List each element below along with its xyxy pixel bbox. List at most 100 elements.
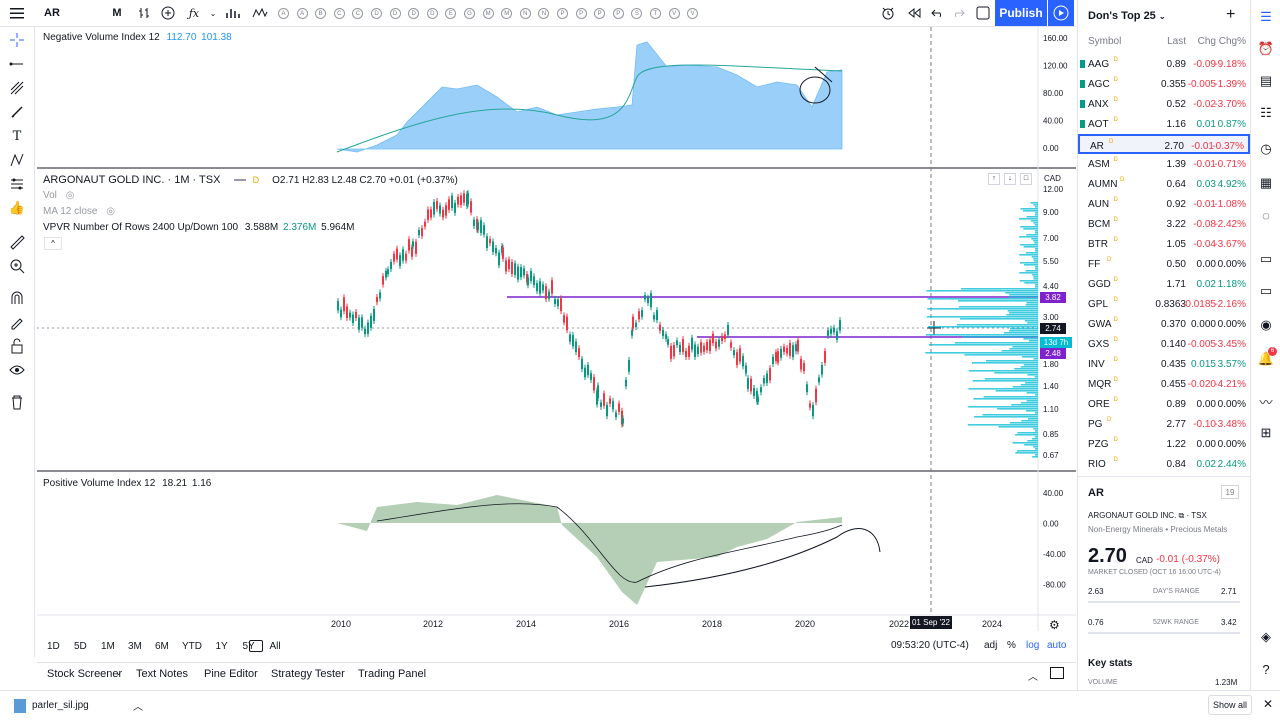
tab-pine-editor[interactable]: Pine Editor — [204, 668, 258, 680]
drawing-shortcut-icon[interactable]: D — [389, 8, 401, 19]
flag-icon[interactable] — [1080, 120, 1085, 128]
collapse-panel-icon[interactable]: ︿ — [1028, 672, 1038, 683]
drawing-shortcut-icon[interactable]: C — [333, 8, 345, 19]
col-last[interactable]: Last — [1167, 36, 1186, 47]
tab-stock-screener[interactable]: Stock Screener — [47, 668, 123, 680]
templates-icon[interactable] — [225, 4, 241, 22]
stay-drawing-icon[interactable] — [8, 313, 26, 331]
scale-log[interactable]: log — [1026, 640, 1040, 651]
brush-icon[interactable] — [8, 103, 26, 121]
watchlist-row[interactable]: ORE D 0.89 0.00 0.00% — [1078, 394, 1250, 414]
alarm-icon[interactable] — [880, 4, 896, 22]
ideas-icon[interactable]: ☷ — [1260, 105, 1272, 120]
watchlist-row[interactable]: GXS D 0.140 -0.005 -3.45% — [1078, 334, 1250, 354]
stream-icon[interactable]: ◉ — [1260, 317, 1272, 332]
maximize-panel-icon[interactable] — [1050, 667, 1064, 679]
redo-icon[interactable] — [950, 4, 966, 22]
calendar-icon[interactable]: ▦ — [1259, 175, 1273, 190]
indicators-icon[interactable]: ƒx — [188, 6, 200, 20]
hotlist-icon[interactable]: ⊞ — [1260, 425, 1272, 440]
range-5y[interactable]: 5Y — [242, 641, 255, 652]
watchlist-row[interactable]: ASM D 1.39 -0.01 -0.71% — [1078, 154, 1250, 174]
publish-button[interactable]: Publish — [995, 0, 1047, 26]
pattern-icon[interactable] — [8, 151, 26, 169]
drawing-shortcut-icon[interactable]: C — [352, 8, 364, 19]
vpvr-legend[interactable]: VPVR Number Of Rows 2400 Up/Down 100 3.5… — [43, 222, 355, 233]
drawing-shortcut-icon[interactable]: A — [278, 8, 289, 19]
chevron-up-icon[interactable]: ︿ — [133, 702, 143, 713]
ma-legend[interactable]: MA 12 close ◎ — [43, 206, 115, 217]
watchlist-row[interactable]: MQR D 0.455 -0.020 -4.21% — [1078, 374, 1250, 394]
watchlist-row[interactable]: FF D 0.50 0.00 0.00% — [1078, 254, 1250, 274]
show-all-button[interactable]: Show all — [1208, 695, 1252, 715]
watchlist-row[interactable]: GPL D 0.8363 -0.0185 -2.16% — [1078, 294, 1250, 314]
crosshair-icon[interactable] — [8, 31, 26, 49]
scale-percent[interactable]: % — [1007, 640, 1016, 651]
clock-display[interactable]: 09:53:20 (UTC-4) — [891, 640, 969, 651]
watchlist-row[interactable]: AGC D 0.355 -0.005 -1.39% — [1078, 74, 1250, 94]
eye-off-icon[interactable]: ◎ — [106, 206, 115, 217]
replay-icon[interactable] — [906, 4, 922, 22]
date-range-icon[interactable] — [249, 640, 263, 652]
drawing-shortcut-icon[interactable]: P — [557, 8, 568, 19]
range-6m[interactable]: 6M — [155, 641, 169, 652]
fib-icon[interactable] — [8, 79, 26, 97]
drawing-shortcut-icon[interactable]: A — [296, 8, 308, 19]
vol-legend[interactable]: Vol ◎ — [43, 190, 74, 201]
compare-icon[interactable] — [160, 4, 176, 22]
add-symbol-icon[interactable]: + — [1226, 6, 1236, 23]
watchlist-row[interactable]: AAG D 0.89 -0.09 -9.18% — [1078, 54, 1250, 74]
alerts-icon[interactable] — [252, 4, 268, 22]
drawing-shortcut-icon[interactable]: B — [315, 8, 327, 19]
eye-icon[interactable] — [8, 361, 26, 379]
settings-gear-icon[interactable]: ⚙ — [1049, 618, 1060, 632]
bar-style-icon[interactable] — [136, 4, 152, 22]
move-down-icon[interactable]: ↓ — [1004, 173, 1016, 185]
watchlist-icon[interactable]: ☰ — [1260, 9, 1272, 24]
symbol-search[interactable]: AR — [44, 7, 60, 19]
watchlist-row[interactable]: GWA D 0.370 0.000 0.00% — [1078, 314, 1250, 334]
interval-button[interactable]: M — [112, 7, 122, 19]
chat-icon[interactable]: ▭ — [1259, 251, 1273, 266]
trash-icon[interactable] — [8, 393, 26, 411]
range-5d[interactable]: 5D — [74, 641, 87, 652]
drawing-shortcut-icon[interactable]: T — [650, 8, 661, 19]
calendar-badge[interactable]: 19 — [1221, 485, 1239, 499]
magnet-icon[interactable] — [8, 289, 26, 307]
prediction-icon[interactable] — [8, 175, 26, 193]
chart-pulse-icon[interactable]: 〰 — [1259, 394, 1273, 410]
range-1m[interactable]: 1M — [101, 641, 115, 652]
tab-trading-panel[interactable]: Trading Panel — [358, 668, 427, 680]
watchlist-row[interactable]: BCM D 3.22 -0.08 -2.42% — [1078, 214, 1250, 234]
drawing-shortcut-icon[interactable]: D — [371, 8, 382, 19]
drawing-shortcut-icon[interactable]: P — [575, 8, 587, 19]
watchlist-row[interactable]: GGD D 1.71 0.02 1.18% — [1078, 274, 1250, 294]
drawing-shortcut-icon[interactable]: M — [501, 8, 513, 19]
lock-icon[interactable] — [8, 337, 26, 355]
collapse-legend-button[interactable]: ^ — [44, 237, 62, 250]
eye-off-icon[interactable]: ◎ — [65, 190, 75, 201]
lightbulb-icon[interactable]: ◌ — [1262, 207, 1270, 223]
text-tool-icon[interactable]: T — [12, 128, 22, 144]
ruler-icon[interactable] — [8, 233, 26, 251]
watchlist-row[interactable]: INV D 0.435 0.015 3.57% — [1078, 354, 1250, 374]
drawing-shortcut-icon[interactable]: M — [482, 8, 494, 19]
watchlist-row[interactable]: PG D 2.77 -0.10 -3.48% — [1078, 414, 1250, 434]
thumbs-up-icon[interactable]: 👍 — [8, 200, 26, 215]
watchlist-row[interactable]: AR D 2.70 -0.01 -0.37% — [1078, 134, 1250, 154]
layers-icon[interactable]: ◈ — [1261, 629, 1271, 644]
undo-icon[interactable] — [930, 4, 946, 22]
scale-adj[interactable]: adj — [984, 640, 998, 651]
move-up-icon[interactable]: ↑ — [988, 173, 1000, 185]
download-filename[interactable]: parler_sil.jpg — [32, 700, 89, 711]
tab-strategy-tester[interactable]: Strategy Tester — [271, 668, 345, 680]
drawing-shortcut-icon[interactable]: N — [519, 8, 531, 19]
watchlist-row[interactable]: ANX D 0.52 -0.02 -3.70% — [1078, 94, 1250, 114]
drawing-shortcut-icon[interactable]: S — [631, 8, 643, 19]
drawing-shortcut-icon[interactable]: G — [464, 8, 475, 19]
range-1d[interactable]: 1D — [47, 641, 60, 652]
col-chg-pct[interactable]: Chg% — [1218, 36, 1246, 47]
drawing-shortcut-icon[interactable]: P — [594, 8, 606, 19]
drawing-shortcut-icon[interactable]: E — [445, 8, 457, 19]
help-icon[interactable]: ? — [1262, 661, 1270, 677]
